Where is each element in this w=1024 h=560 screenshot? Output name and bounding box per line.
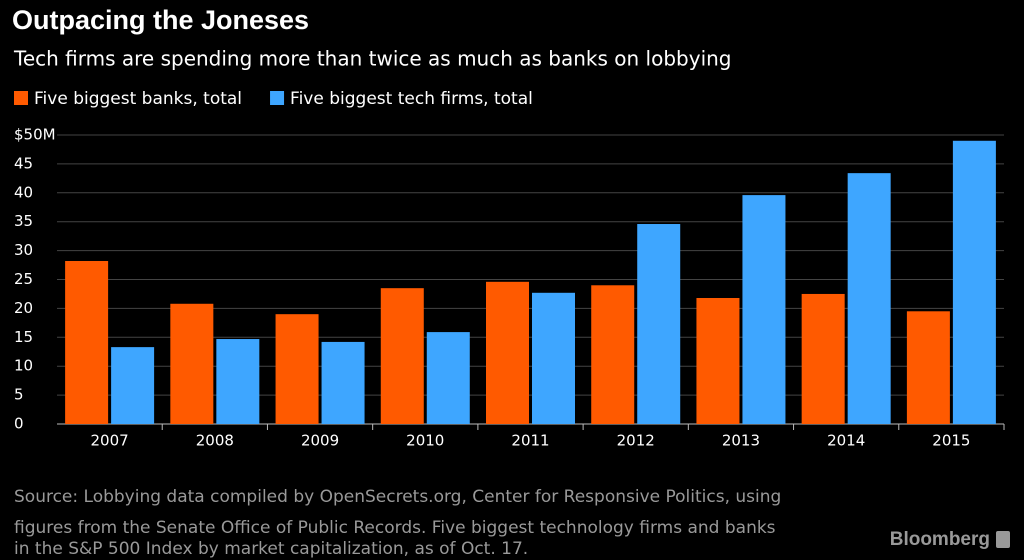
- y-tick-label: 40: [14, 183, 33, 201]
- legend-label: Five biggest tech firms, total: [290, 89, 533, 109]
- x-tick-label: 2014: [827, 432, 865, 450]
- source-line: in the S&P 500 Index by market capitaliz…: [14, 539, 528, 559]
- bar: [696, 297, 740, 424]
- bar: [486, 281, 529, 424]
- brand: Bloomberg: [890, 529, 990, 550]
- y-tick-label: 5: [14, 386, 24, 404]
- bar: [952, 140, 996, 424]
- bar: [637, 224, 681, 424]
- y-tick-label: 45: [14, 154, 33, 172]
- bar: [380, 288, 424, 424]
- bar: [847, 173, 891, 424]
- y-tick-label: 15: [14, 328, 33, 346]
- source-line: Source: Lobbying data compiled by OpenSe…: [14, 487, 781, 507]
- bar: [170, 303, 214, 424]
- bar: [111, 347, 155, 424]
- legend-swatch: [14, 91, 28, 105]
- y-tick-label: 10: [14, 357, 33, 375]
- bar: [426, 332, 470, 424]
- y-tick-label: 30: [14, 241, 33, 259]
- bar: [321, 341, 365, 424]
- y-tick-label: $50M: [14, 126, 56, 144]
- bar: [532, 292, 575, 424]
- x-tick-label: 2012: [617, 432, 655, 450]
- chart-subtitle: Tech firms are spending more than twice …: [13, 47, 732, 71]
- x-tick-label: 2015: [932, 432, 970, 450]
- bar: [801, 293, 845, 424]
- chart-title: Outpacing the Joneses: [12, 5, 309, 35]
- bar: [906, 311, 950, 424]
- x-tick-label: 2011: [511, 432, 549, 450]
- bar: [216, 339, 260, 424]
- y-tick-label: 0: [14, 415, 24, 433]
- x-tick-label: 2010: [406, 432, 444, 450]
- y-tick-label: 25: [14, 270, 33, 288]
- legend-swatch: [270, 91, 285, 105]
- legend-label: Five biggest banks, total: [34, 89, 242, 109]
- x-tick-label: 2013: [722, 432, 760, 450]
- brand-icon: [996, 531, 1010, 548]
- bar: [275, 314, 319, 424]
- y-tick-label: 35: [14, 212, 33, 230]
- y-tick-label: 20: [14, 299, 33, 317]
- x-tick-label: 2007: [91, 432, 129, 450]
- source-line: figures from the Senate Office of Public…: [14, 518, 776, 538]
- x-tick-label: 2009: [301, 432, 339, 450]
- bar: [742, 195, 786, 424]
- bar: [591, 285, 635, 424]
- x-tick-label: 2008: [196, 432, 234, 450]
- bar: [65, 261, 109, 424]
